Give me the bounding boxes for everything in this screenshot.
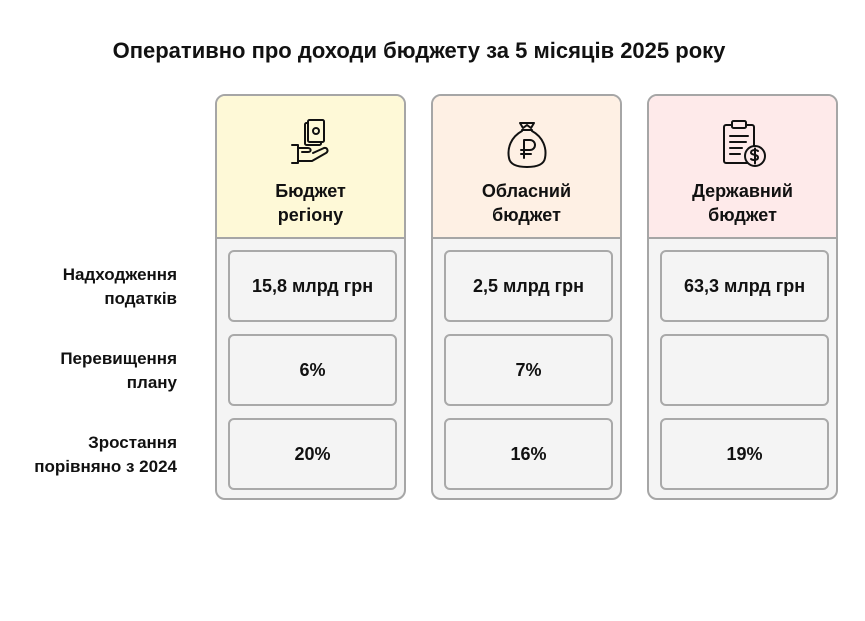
value-cell: 15,8 млрд грн xyxy=(228,250,397,322)
row-label-line2: порівняно з 2024 xyxy=(34,457,177,476)
value-cell xyxy=(660,334,829,406)
row-label-plan-excess: Перевищення плану xyxy=(0,347,177,395)
value-cell: 20% xyxy=(228,418,397,490)
column-title-line2: регіону xyxy=(277,205,344,225)
column-title: Обласний бюджет xyxy=(433,179,620,227)
row-label-line2: податків xyxy=(104,289,177,308)
page-title: Оперативно про доходи бюджету за 5 місяц… xyxy=(112,38,726,63)
column-title: Бюджет регіону xyxy=(217,179,404,227)
value-cell: 7% xyxy=(444,334,613,406)
row-label-line1: Перевищення xyxy=(60,349,177,368)
column-title: Державний бюджет xyxy=(649,179,836,227)
column-oblast-budget: Обласний бюджет 2,5 млрд грн 7% 16% xyxy=(431,94,622,500)
row-label-line2: плану xyxy=(126,373,177,392)
column-header: Обласний бюджет xyxy=(433,96,620,239)
column-title-line2: бюджет xyxy=(492,205,561,225)
row-label-line1: Зростання xyxy=(88,433,177,452)
value-cell: 19% xyxy=(660,418,829,490)
column-title-line2: бюджет xyxy=(708,205,777,225)
column-header: Державний бюджет xyxy=(649,96,836,239)
row-label-line1: Надходження xyxy=(62,265,177,284)
clipboard-coin-icon xyxy=(716,118,770,172)
value-cell: 6% xyxy=(228,334,397,406)
column-state-budget: Державний бюджет 63,3 млрд грн 19% xyxy=(647,94,838,500)
row-label-tax-revenue: Надходження податків xyxy=(0,263,177,311)
column-title-line1: Бюджет xyxy=(275,181,346,201)
column-regional-budget: Бюджет регіону 15,8 млрд грн 6% 20% xyxy=(215,94,406,500)
value-cell: 2,5 млрд грн xyxy=(444,250,613,322)
hand-money-icon xyxy=(284,118,338,172)
column-title-line1: Обласний xyxy=(481,181,572,201)
row-label-growth: Зростання порівняно з 2024 xyxy=(0,431,177,479)
money-bag-icon xyxy=(500,118,554,172)
value-cell: 16% xyxy=(444,418,613,490)
column-header: Бюджет регіону xyxy=(217,96,404,239)
value-cell: 63,3 млрд грн xyxy=(660,250,829,322)
column-title-line1: Державний xyxy=(692,181,793,201)
